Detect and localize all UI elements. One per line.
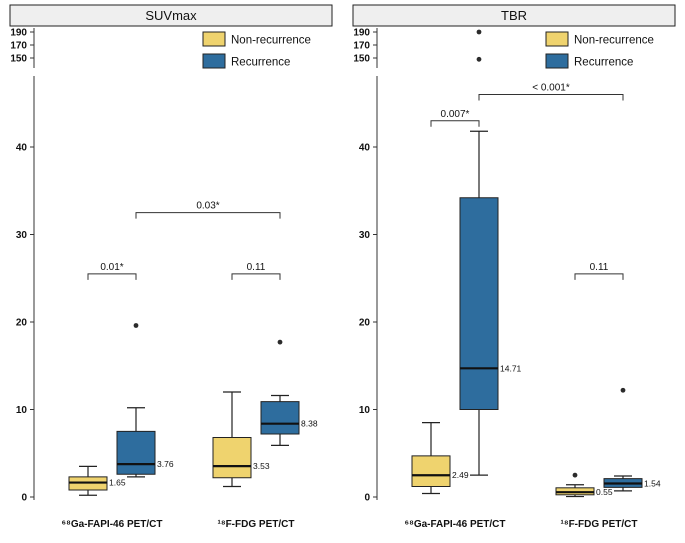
iqr-box: [459, 197, 499, 410]
legend-label: Non-recurrence: [231, 35, 311, 47]
box-recurrence-group0: 14.71: [459, 29, 522, 476]
y-tick-label: 20: [359, 318, 371, 329]
legend-swatch-nonrecurrence: [202, 31, 226, 47]
median-label: 1.54: [644, 479, 661, 489]
box-recurrence-group1: 1.54: [603, 387, 661, 492]
p-value-label: 0.007*: [441, 109, 470, 120]
bracket-line: [87, 273, 137, 280]
box-nonrecurrence-group1: 3.53: [212, 391, 270, 488]
outlier-point: [133, 323, 139, 328]
box-nonrecurrence-group0: 2.49: [411, 422, 469, 495]
legend: Non-recurrence Recurrence: [202, 31, 311, 69]
y-tick-label: 170: [10, 41, 27, 52]
significance-bracket: 0.11: [574, 262, 624, 280]
iqr-box: [411, 455, 451, 487]
x-category-label: ¹⁸F-FDG PET/CT: [561, 519, 638, 530]
iqr-box: [212, 437, 252, 479]
y-tick-label: 40: [359, 143, 371, 154]
bracket-line: [231, 273, 281, 280]
median-label: 3.53: [253, 461, 270, 471]
y-tick-label: 190: [353, 28, 370, 39]
y-tick-label: 40: [16, 143, 28, 154]
panel-strip-box: [352, 4, 676, 27]
panel-strip-box: [9, 4, 333, 27]
legend-label: Non-recurrence: [574, 35, 654, 47]
y-tick-label: 190: [10, 28, 27, 39]
tbr-plot: TBR 190 170 150 0 10 20 30 40 Non-recurrence Recur…: [352, 4, 676, 530]
y-tick-label: 10: [16, 405, 28, 416]
p-value-label: 0.11: [590, 262, 609, 273]
panel-title: SUVmax: [145, 8, 197, 23]
iqr-box: [260, 401, 300, 435]
y-tick-label: 170: [353, 41, 370, 52]
y-tick-label: 0: [21, 493, 27, 504]
y-tick-label: 150: [10, 54, 27, 65]
outlier-point: [277, 339, 283, 345]
box-nonrecurrence-group0: 1.65: [68, 465, 126, 496]
panel-title: TBR: [501, 8, 527, 23]
x-category-label: ⁶⁸Ga-FAPI-46 PET/CT: [61, 519, 162, 530]
x-category-label: ⁶⁸Ga-FAPI-46 PET/CT: [404, 519, 505, 530]
x-category-label: ¹⁸F-FDG PET/CT: [218, 519, 295, 530]
y-tick-label: 150: [353, 54, 370, 65]
legend: Non-recurrence Recurrence: [545, 31, 654, 69]
legend-label: Recurrence: [231, 57, 290, 69]
p-value-label: 0.03*: [196, 201, 219, 212]
legend-swatch-recurrence: [202, 53, 226, 69]
bracket-line: [478, 94, 624, 101]
y-tick-label: 20: [16, 318, 28, 329]
significance-bracket: 0.007*: [430, 109, 480, 127]
y-tick-label: 0: [364, 493, 370, 504]
y-tick-label: 30: [359, 230, 371, 241]
y-axis: 190 170 150 0 10 20 30 40: [10, 28, 35, 504]
significance-bracket: 0.11: [231, 262, 281, 280]
outlier-point: [476, 29, 482, 35]
y-axis: 190 170 150 0 10 20 30 40: [353, 28, 378, 504]
median-label: 8.38: [301, 419, 318, 429]
median-label: 3.76: [157, 459, 174, 469]
panel-strip: TBR: [352, 4, 676, 27]
p-value-label: 0.01*: [100, 262, 123, 273]
median-label: 14.71: [500, 363, 522, 373]
box-nonrecurrence-group1: 0.55: [555, 472, 613, 497]
median-label: 2.49: [452, 470, 469, 480]
iqr-box: [116, 430, 156, 475]
panel-strip: SUVmax: [9, 4, 333, 27]
bracket-line: [135, 212, 281, 219]
legend-swatch-recurrence: [545, 53, 569, 69]
p-value-label: < 0.001*: [532, 83, 570, 94]
significance-bracket: 0.01*: [87, 262, 137, 280]
bracket-line: [430, 120, 480, 127]
median-label: 0.55: [596, 487, 613, 497]
outlier-point: [572, 472, 578, 478]
outlier-point: [620, 387, 626, 393]
box-recurrence-group1: 8.38: [260, 339, 318, 446]
y-tick-label: 10: [359, 405, 371, 416]
median-label: 1.65: [109, 478, 126, 488]
significance-bracket: < 0.001*: [478, 83, 624, 101]
bracket-line: [574, 273, 624, 280]
legend-label: Recurrence: [574, 57, 633, 69]
significance-bracket: 0.03*: [135, 201, 281, 219]
y-tick-label: 30: [16, 230, 28, 241]
outlier-point: [476, 56, 482, 62]
legend-swatch-nonrecurrence: [545, 31, 569, 47]
box-recurrence-group0: 3.76: [116, 323, 174, 478]
p-value-label: 0.11: [247, 262, 266, 273]
suvmax-plot: SUVmax 190 170 150 0 10 20 30 40 Non-recurrence Re…: [9, 4, 333, 530]
